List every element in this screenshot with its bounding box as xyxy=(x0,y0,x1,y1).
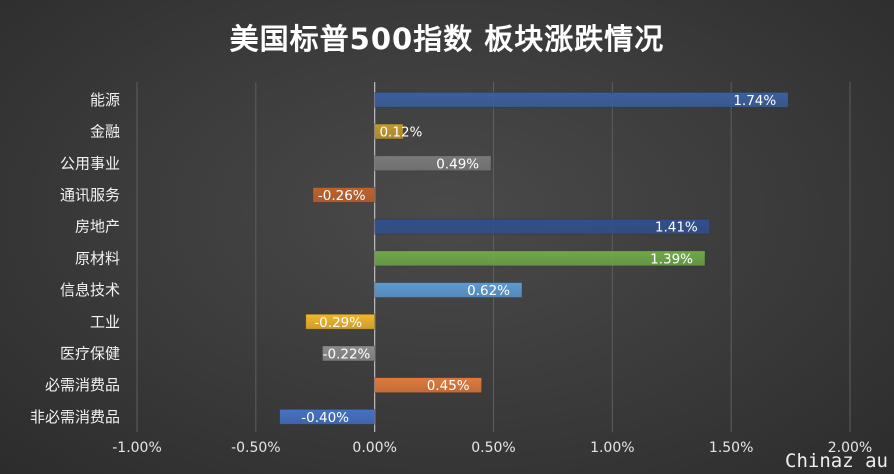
labels: -1.00% -0.50% 0.00% 0.50% 1.00% 1.50% 2.00% 能源 1… xyxy=(30,91,872,456)
x-tick-label: 1.00% xyxy=(590,440,634,456)
bar-信息技术 xyxy=(374,282,523,298)
bar-必需消费品 xyxy=(374,377,483,394)
data-label: 1.74% xyxy=(733,93,776,109)
data-label: 0.12% xyxy=(379,125,422,141)
data-label: 0.49% xyxy=(436,156,479,172)
category-label: 原材料 xyxy=(75,249,120,267)
category-label: 能源 xyxy=(90,91,120,109)
bar-能源 xyxy=(374,91,789,108)
x-tick-label: 2.00% xyxy=(828,440,872,456)
category-label: 通讯服务 xyxy=(60,186,120,204)
data-label: -0.26% xyxy=(318,188,366,204)
category-label: 信息技术 xyxy=(60,281,120,299)
data-label: -0.22% xyxy=(323,346,371,362)
bar-非必需消费品 xyxy=(279,408,376,425)
watermark-text: Chinaz au xyxy=(785,450,888,472)
bar-工业 xyxy=(305,313,376,330)
category-label: 金融 xyxy=(90,123,120,141)
bar-原材料 xyxy=(374,250,706,267)
x-tick-label: -1.00% xyxy=(112,440,162,456)
data-label: 1.39% xyxy=(650,251,693,267)
bar-通讯服务 xyxy=(312,187,376,203)
data-label: -0.40% xyxy=(301,410,349,426)
chart-title: 美国标普500指数 板块涨跌情况 xyxy=(229,22,665,56)
category-label: 房地产 xyxy=(75,218,120,236)
bar-金融 xyxy=(374,123,404,140)
data-label: 1.41% xyxy=(655,220,698,236)
category-label: 必需消费品 xyxy=(45,376,120,394)
bar-医疗保健 xyxy=(321,345,376,362)
x-tick-label: 0.00% xyxy=(352,440,396,456)
x-tick-label: 1.50% xyxy=(709,440,753,456)
bar-房地产 xyxy=(374,218,711,235)
x-tick-label: -0.50% xyxy=(231,440,281,456)
bars xyxy=(279,91,789,425)
data-label: -0.29% xyxy=(314,315,362,331)
category-label: 非必需消费品 xyxy=(30,408,120,426)
bar-公用事业 xyxy=(374,155,492,172)
category-label: 医疗保健 xyxy=(60,344,120,362)
category-label: 工业 xyxy=(90,313,120,331)
x-tick-label: 0.50% xyxy=(471,440,515,456)
data-label: 0.62% xyxy=(467,283,510,299)
data-label: 0.45% xyxy=(427,378,470,394)
category-label: 公用事业 xyxy=(60,154,120,172)
